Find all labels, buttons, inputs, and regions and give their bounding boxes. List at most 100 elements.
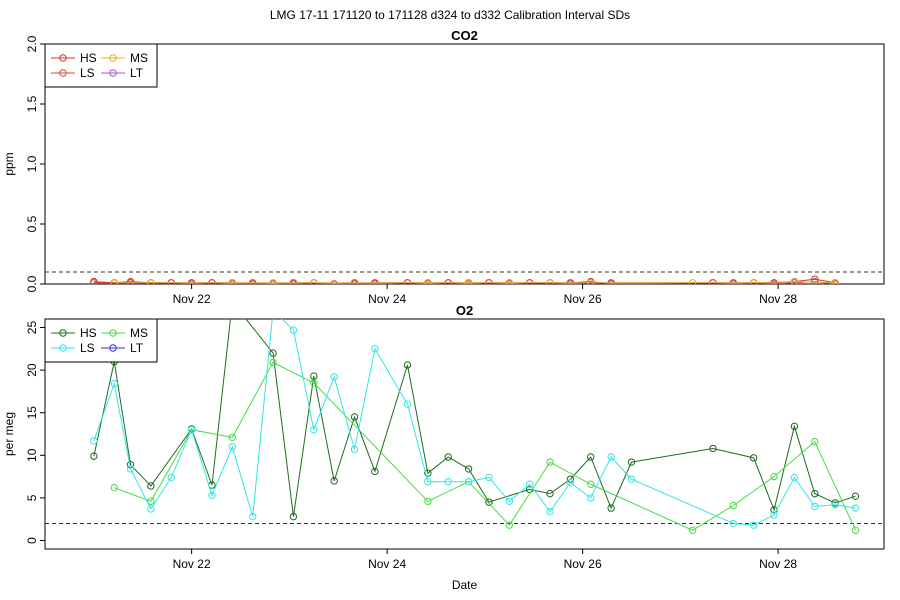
data-point (310, 426, 318, 434)
series-line (114, 281, 836, 284)
legend-swatch-marker (109, 69, 117, 77)
y-tick-label: 0 (25, 537, 39, 544)
data-point (444, 453, 452, 461)
data-point (729, 519, 738, 528)
data-point (228, 443, 237, 451)
series-line (93, 319, 856, 526)
legend-swatch-marker (59, 69, 67, 77)
data-point (110, 380, 118, 388)
legend-label: LT (130, 341, 144, 355)
legend-entry-ms: MS (101, 51, 148, 65)
data-point (587, 480, 595, 488)
data-point (228, 279, 237, 284)
data-point (749, 279, 758, 284)
data-point (147, 279, 155, 284)
legend-label: LS (80, 66, 95, 80)
legend-entry-hs: HS (51, 51, 97, 65)
legend-entry-ls: LS (51, 341, 95, 355)
data-point (229, 299, 235, 305)
data-point (811, 502, 819, 511)
x-tick-label: Nov 28 (759, 557, 797, 571)
plot-frame (44, 43, 885, 285)
data-point (310, 379, 318, 387)
data-point (811, 437, 819, 446)
data-point (90, 279, 98, 284)
data-point (90, 452, 98, 460)
data-point (228, 433, 237, 442)
data-point (90, 437, 98, 445)
plot-area (90, 275, 839, 284)
series-ls (90, 319, 860, 529)
data-point (729, 501, 738, 510)
series-line (114, 361, 856, 531)
data-point (371, 467, 379, 476)
series-hs (90, 275, 839, 284)
data-point (464, 279, 473, 284)
data-point (688, 526, 697, 534)
x-tick-label: Nov 26 (564, 557, 602, 571)
legend-label: HS (80, 326, 97, 340)
data-point (424, 469, 432, 477)
data-point (607, 504, 615, 512)
data-point (566, 478, 575, 487)
y-tick-label: 25 (25, 321, 39, 335)
data-point (147, 497, 155, 505)
data-point (485, 498, 493, 506)
data-point (851, 526, 860, 534)
legend-swatch-marker (109, 54, 117, 62)
data-point (147, 505, 155, 513)
y-tick-label: 0.0 (25, 275, 39, 292)
data-point (851, 504, 860, 512)
data-point (546, 489, 554, 498)
legend-box (44, 43, 158, 88)
x-tick-label: Nov 22 (173, 557, 211, 571)
panel-title: CO2 (451, 28, 478, 43)
x-tick-label: Nov 28 (759, 292, 797, 306)
legend-swatch-marker (59, 329, 67, 337)
y-axis-label: ppm (2, 152, 16, 175)
data-point (269, 349, 277, 357)
data-point (310, 279, 318, 284)
data-point (269, 358, 277, 367)
data-point (289, 512, 298, 521)
data-point (688, 279, 697, 284)
data-point (749, 521, 758, 529)
data-point (110, 279, 118, 284)
series-line (93, 319, 856, 517)
x-tick-label: Nov 24 (368, 292, 406, 306)
data-point (403, 361, 412, 369)
data-point (371, 345, 379, 353)
legend-label: MS (130, 326, 148, 340)
data-point (464, 478, 473, 486)
legend-label: LS (80, 341, 95, 355)
data-point (811, 489, 819, 498)
data-point (627, 458, 636, 466)
data-point (110, 483, 118, 492)
data-point (424, 478, 432, 486)
data-point (505, 497, 514, 505)
data-point (444, 478, 452, 486)
x-axis-label: Date (452, 578, 478, 592)
data-point (187, 280, 196, 284)
x-tick-label: Nov 24 (368, 557, 406, 571)
data-point (790, 422, 799, 431)
data-point (330, 373, 338, 381)
data-point (587, 453, 595, 461)
data-point (546, 507, 554, 516)
legend-entry-lt: LT (101, 66, 144, 80)
data-point (350, 445, 359, 454)
data-point (208, 491, 216, 500)
data-point (289, 326, 298, 334)
data-point (587, 279, 595, 284)
data-point (587, 494, 595, 502)
series-ms (110, 358, 860, 534)
y-tick-label: 1.0 (25, 155, 39, 172)
data-point (269, 279, 277, 284)
figure-suptitle: LMG 17-11 171120 to 171128 d324 to d332 … (270, 8, 630, 22)
data-point (709, 444, 717, 453)
data-point (546, 279, 554, 284)
x-tick-label: Nov 26 (564, 292, 602, 306)
data-point (525, 480, 534, 488)
y-tick-label: 10 (25, 448, 39, 462)
